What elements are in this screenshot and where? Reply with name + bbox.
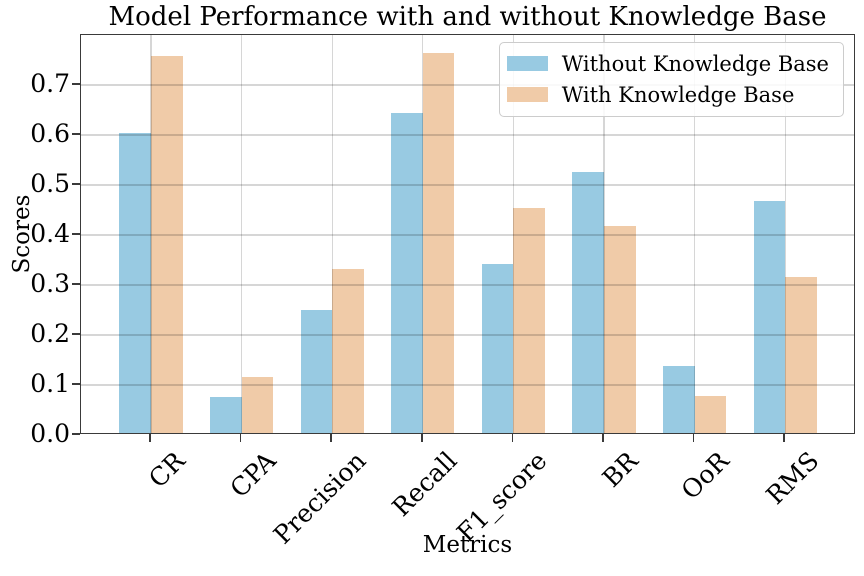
- legend-swatch-with-kb: [506, 87, 548, 102]
- y-tick-mark: [72, 183, 80, 185]
- x-tick-mark: [149, 434, 151, 442]
- x-tick-mark: [692, 434, 695, 442]
- gridline-vertical: [241, 35, 243, 433]
- y-tick-label: 0.0: [30, 419, 70, 448]
- bar-cr-series1: [151, 55, 183, 433]
- y-tick-mark: [72, 283, 80, 285]
- bar-f1_score-series0: [481, 264, 514, 433]
- y-tick-mark: [72, 233, 80, 235]
- x-tick-label-rms: RMS: [760, 446, 825, 511]
- bar-recall-series1: [422, 53, 455, 433]
- gridline-horizontal: [81, 334, 854, 336]
- y-tick-mark: [72, 433, 80, 435]
- y-tick-mark: [72, 133, 80, 135]
- chart-title: Model Performance with and without Knowl…: [108, 2, 827, 32]
- gridline-vertical: [331, 35, 333, 433]
- y-tick-label: 0.3: [30, 269, 70, 298]
- y-tick-label: 0.6: [30, 119, 70, 148]
- bar-oor-series1: [694, 396, 727, 433]
- bar-recall-series0: [391, 113, 423, 433]
- bar-cr-series0: [119, 133, 151, 433]
- x-tick-label-oor: OoR: [675, 446, 735, 505]
- bar-cpa-series1: [241, 377, 274, 433]
- bar-oor-series0: [662, 366, 695, 433]
- y-tick-label: 0.7: [30, 69, 70, 98]
- y-tick-mark: [72, 83, 80, 85]
- gridline-horizontal: [81, 234, 854, 236]
- y-tick-mark: [72, 383, 80, 385]
- gridline-vertical: [603, 35, 605, 433]
- legend: Without Knowledge Base With Knowledge Ba…: [498, 42, 844, 117]
- plot-area: Without Knowledge Base With Knowledge Ba…: [80, 34, 855, 434]
- legend-label-with-kb: With Knowledge Base: [561, 82, 795, 107]
- legend-swatch-without-kb: [506, 56, 548, 71]
- bar-br-series0: [572, 172, 604, 433]
- x-tick-mark: [420, 434, 423, 442]
- x-tick-label-cpa: CPA: [224, 446, 282, 504]
- bar-precision-series1: [332, 269, 364, 433]
- gridline-horizontal: [81, 284, 854, 286]
- gridline-vertical: [422, 35, 424, 433]
- x-tick-label-cr: CR: [143, 446, 191, 494]
- legend-entry-with-kb: With Knowledge Base: [506, 79, 829, 110]
- legend-entry-without-kb: Without Knowledge Base: [506, 48, 829, 79]
- gridline-vertical: [150, 35, 152, 433]
- bar-rms-series1: [785, 277, 817, 433]
- x-tick-label-br: BR: [596, 446, 644, 493]
- gridline-horizontal: [81, 184, 854, 186]
- gridline-horizontal: [81, 134, 854, 136]
- x-tick-label-recall: Recall: [386, 446, 463, 523]
- y-tick-label: 0.4: [30, 219, 70, 248]
- x-axis-label: Metrics: [422, 532, 513, 558]
- y-tick-label: 0.2: [30, 319, 70, 348]
- y-tick-mark: [72, 333, 80, 335]
- gridline-horizontal: [81, 84, 854, 86]
- gridline-vertical: [784, 35, 786, 433]
- bar-rms-series0: [753, 201, 786, 433]
- legend-label-without-kb: Without Knowledge Base: [561, 51, 829, 76]
- y-tick-label: 0.1: [30, 369, 70, 398]
- gridline-vertical: [694, 35, 696, 433]
- gridline-vertical: [512, 35, 514, 433]
- bar-f1_score-series1: [513, 208, 546, 433]
- bar-cpa-series0: [209, 397, 242, 433]
- bar-br-series1: [604, 226, 636, 433]
- gridline-horizontal: [81, 384, 854, 386]
- bar-precision-series0: [300, 309, 333, 433]
- x-tick-mark: [783, 434, 786, 442]
- x-tick-mark: [602, 434, 604, 442]
- x-tick-mark: [239, 434, 242, 442]
- x-tick-mark: [330, 434, 333, 442]
- y-tick-label: 0.5: [30, 169, 70, 198]
- x-tick-mark: [511, 434, 514, 442]
